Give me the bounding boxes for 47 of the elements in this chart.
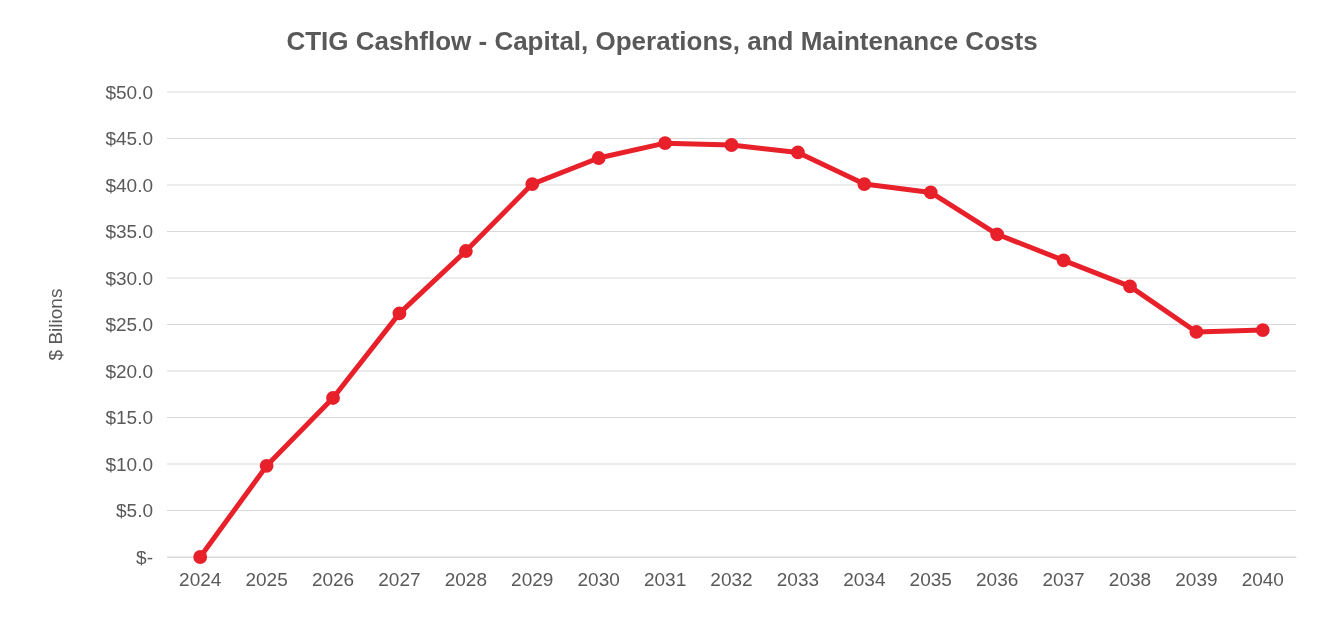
point: [1189, 325, 1204, 339]
x-tick-label: 2030: [577, 569, 620, 591]
y-tick-label: $45.0: [105, 128, 153, 150]
point: [990, 227, 1005, 242]
point: [458, 244, 473, 258]
y-tick-label: $5.0: [116, 500, 153, 522]
y-tick-label: $20.0: [105, 360, 153, 382]
x-tick-label: 2024: [179, 569, 222, 591]
x-tick-label: 2029: [511, 569, 554, 591]
x-tick-label: 2027: [378, 569, 421, 591]
point: [326, 391, 340, 405]
point: [1056, 253, 1071, 268]
x-tick-label: 2028: [444, 569, 487, 591]
x-tick-label: 2033: [776, 569, 820, 591]
point: [392, 306, 407, 321]
y-axis-title: $ Bilions: [45, 288, 66, 361]
x-tick-label: 2031: [643, 569, 687, 591]
point: [658, 136, 672, 151]
y-tick-label: $35.0: [105, 221, 153, 243]
y-tick-label: $25.0: [105, 314, 153, 336]
y-tick-label: $10.0: [105, 453, 153, 475]
y-tick-label: $40.0: [105, 174, 153, 196]
point: [923, 185, 938, 200]
x-tick-label: 2036: [976, 569, 1019, 591]
x-tick-label: 2038: [1108, 569, 1152, 591]
x-tick-label: 2032: [710, 569, 753, 591]
point: [1255, 323, 1270, 337]
x-tick-label: 2034: [843, 569, 886, 591]
y-tick-label: $30.0: [105, 267, 153, 289]
point: [259, 458, 274, 473]
point: [525, 177, 540, 191]
point: [591, 151, 606, 165]
point: [857, 177, 872, 191]
x-tick-label: 2025: [245, 569, 288, 591]
x-tick-label: 2040: [1241, 569, 1284, 591]
y-tick-label: $50.0: [105, 81, 153, 103]
x-tick-label: 2035: [909, 569, 952, 591]
point: [1123, 279, 1137, 294]
x-tick-label: 2026: [311, 569, 355, 591]
x-tick-label: 2039: [1175, 569, 1218, 591]
x-tick-label: 2037: [1042, 569, 1085, 591]
point: [193, 550, 208, 564]
point: [724, 138, 739, 152]
y-tick-label: $15.0: [105, 407, 153, 429]
point: [791, 145, 805, 160]
y-tick-label: $-: [136, 546, 153, 568]
chart-title: CTIG Cashflow - Capital, Operations, and Maintenance Costs: [286, 26, 1038, 56]
